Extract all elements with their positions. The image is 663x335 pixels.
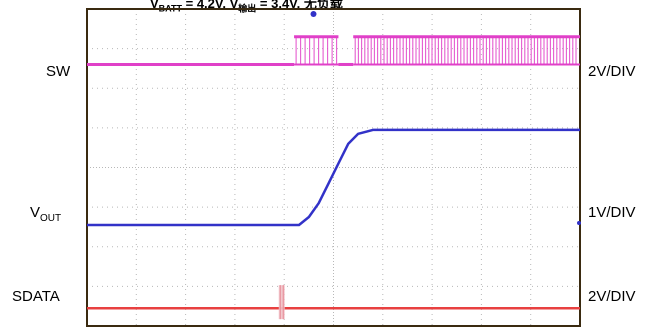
- sw-scale-label: 2V/DIV: [588, 63, 636, 80]
- sw-switching-pulses: [354, 36, 577, 65]
- trigger-marker: [310, 11, 317, 17]
- sdata-scale-label: 2V/DIV: [588, 288, 636, 305]
- sdata-glitch: [278, 285, 285, 320]
- plot-frame: [86, 8, 581, 327]
- vout-scale-label: 1V/DIV: [588, 204, 636, 221]
- sdata-channel-label: SDATA: [12, 288, 60, 305]
- vout-trace: [87, 128, 580, 227]
- vout-channel-marker: [577, 220, 581, 225]
- vout-channel-label: VOUT: [30, 204, 62, 224]
- sw-channel-label: SW: [46, 63, 71, 80]
- sdata-glitch-edges: [279, 285, 284, 320]
- sw-switching-pulses: [295, 36, 338, 65]
